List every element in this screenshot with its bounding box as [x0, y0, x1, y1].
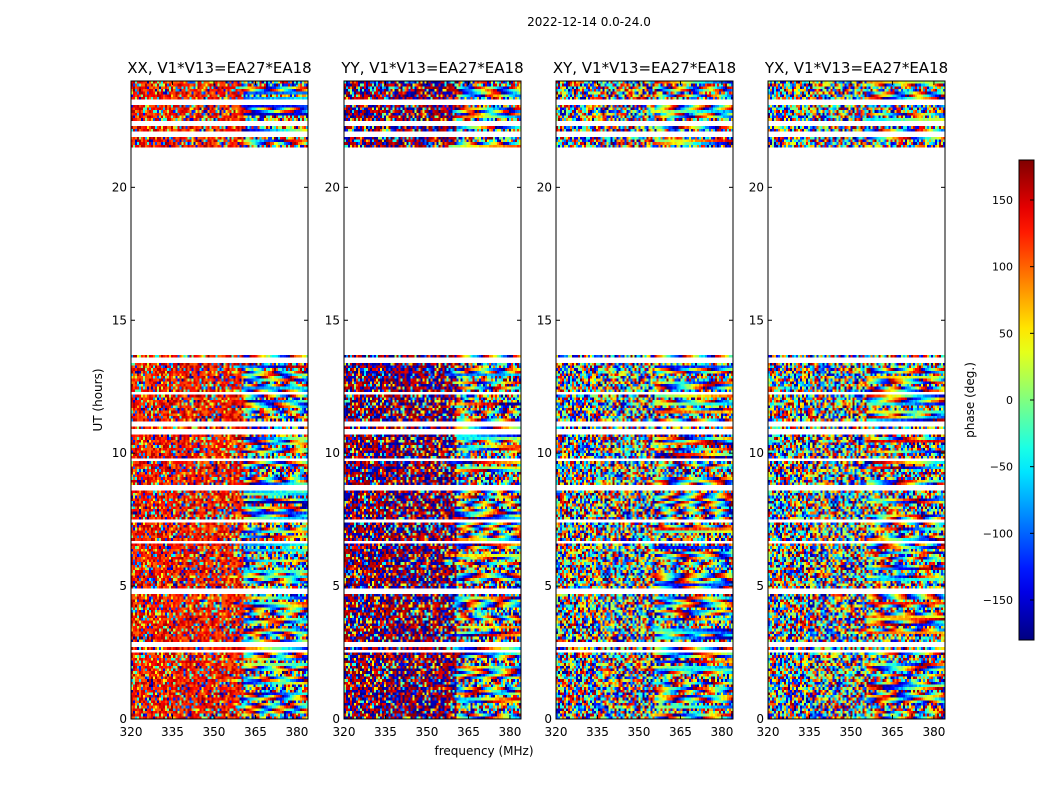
- x-tick-label: 350: [416, 725, 439, 739]
- y-tick-label: 15: [537, 313, 552, 327]
- colorbar-tick-label: −50: [990, 461, 1013, 474]
- y-tick-label: 5: [332, 579, 340, 593]
- y-tick-label: 20: [749, 180, 764, 194]
- x-tick-label: 365: [881, 725, 904, 739]
- x-axis-label: frequency (MHz): [434, 744, 533, 758]
- x-tick-label: 350: [203, 725, 226, 739]
- y-tick-label: 10: [112, 446, 127, 460]
- panel-title: YX, V1*V13=EA27*EA18: [764, 59, 948, 77]
- y-tick-label: 15: [325, 313, 340, 327]
- panel-frame: [555, 80, 734, 720]
- y-tick-label: 0: [119, 712, 127, 726]
- x-tick-label: 320: [333, 725, 356, 739]
- x-tick-label: 335: [161, 725, 184, 739]
- panels: XX, V1*V13=EA27*EA18 320 335 350 365 380 0 5 10 1…: [112, 59, 948, 739]
- colorbar-tick-label: 100: [992, 261, 1013, 274]
- y-tick-label: 10: [325, 446, 340, 460]
- y-tick-label: 10: [537, 446, 552, 460]
- y-tick-label: 0: [332, 712, 340, 726]
- x-tick-label: 365: [669, 725, 692, 739]
- panel-title: YY, V1*V13=EA27*EA18: [340, 59, 523, 77]
- y-tick-label: 0: [756, 712, 764, 726]
- y-axis-label: UT (hours): [91, 368, 105, 431]
- x-tick-label: 335: [374, 725, 397, 739]
- y-tick-label: 20: [325, 180, 340, 194]
- y-tick-label: 20: [537, 180, 552, 194]
- y-tick-label: 5: [544, 579, 552, 593]
- panel-yy: YY, V1*V13=EA27*EA18 320 335 350 365 380 0 5 10 1…: [325, 59, 524, 739]
- x-tick-label: 335: [586, 725, 609, 739]
- panel-frame: [343, 80, 522, 720]
- panel-frame: [130, 80, 309, 720]
- y-tick-label: 10: [749, 446, 764, 460]
- x-tick-label: 380: [710, 725, 733, 739]
- x-tick-label: 320: [120, 725, 143, 739]
- panel-frame: [767, 80, 946, 720]
- heatmap-image-yx: [768, 81, 945, 719]
- x-tick-label: 335: [798, 725, 821, 739]
- x-tick-label: 380: [498, 725, 521, 739]
- x-tick-label: 350: [840, 725, 863, 739]
- panel-title: XY, V1*V13=EA27*EA18: [553, 59, 736, 77]
- colorbar-label: phase (deg.): [963, 362, 977, 438]
- panel-title: XX, V1*V13=EA27*EA18: [127, 59, 311, 77]
- figure-title: 2022-12-14 0.0-24.0: [527, 15, 651, 29]
- colorbar: 150 100 50 0 −50 −100 −150 phase (deg.): [963, 159, 1035, 641]
- colorbar-tick-label: 0: [1006, 394, 1013, 407]
- panel-xx: XX, V1*V13=EA27*EA18 320 335 350 365 380 0 5 10 1…: [112, 59, 312, 739]
- y-tick-label: 20: [112, 180, 127, 194]
- x-tick-label: 320: [545, 725, 568, 739]
- x-tick-label: 365: [457, 725, 480, 739]
- y-tick-label: 15: [112, 313, 127, 327]
- colorbar-tick-label: 150: [992, 194, 1013, 207]
- x-tick-label: 365: [244, 725, 267, 739]
- x-tick-label: 380: [922, 725, 945, 739]
- y-tick-label: 5: [119, 579, 127, 593]
- panel-xy: XY, V1*V13=EA27*EA18 320 335 350 365 380 0 5 10 1…: [537, 59, 736, 739]
- x-tick-label: 350: [628, 725, 651, 739]
- x-tick-label: 320: [757, 725, 780, 739]
- heatmap-image-xx: [131, 81, 308, 719]
- colorbar-tick-label: 50: [999, 327, 1013, 340]
- colorbar-tick-label: −150: [983, 594, 1013, 607]
- y-tick-label: 15: [749, 313, 764, 327]
- colorbar-tick-label: −100: [983, 527, 1013, 540]
- y-tick-label: 0: [544, 712, 552, 726]
- heatmap-image-yy: [344, 81, 521, 719]
- x-tick-label: 380: [285, 725, 308, 739]
- heatmap-image-xy: [556, 81, 733, 719]
- panel-yx: YX, V1*V13=EA27*EA18 320 335 350 365 380 0 5 10 1…: [749, 59, 948, 739]
- y-tick-label: 5: [756, 579, 764, 593]
